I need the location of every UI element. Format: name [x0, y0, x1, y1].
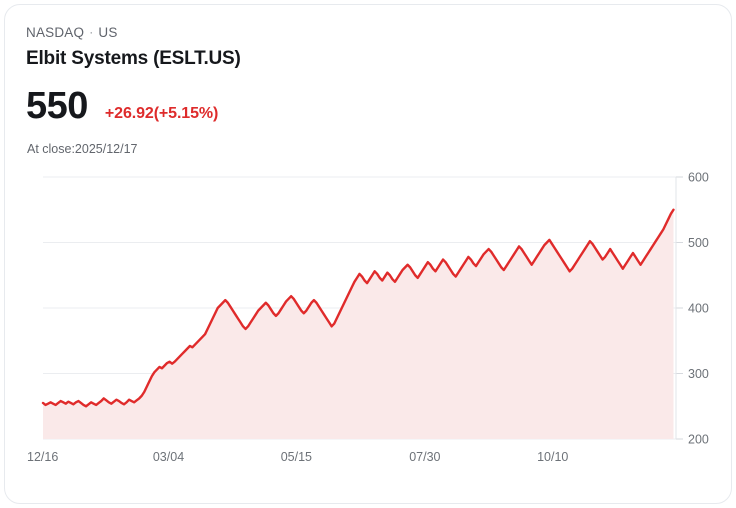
y-axis-label: 600 — [688, 171, 709, 185]
x-axis-label: 05/15 — [281, 450, 312, 464]
company-name: Elbit Systems (ESLT.US) — [26, 48, 241, 69]
x-axis-label: 12/16 — [27, 450, 58, 464]
price-row: 550 +26.92(+5.15%) — [26, 85, 218, 127]
y-axis-label: 200 — [688, 433, 709, 447]
y-axis-label: 500 — [688, 236, 709, 250]
chart-y-axis-labels: 600 500 400 300 200 — [688, 171, 709, 447]
chart-line-series — [41, 208, 675, 408]
region-label: US — [98, 25, 118, 40]
x-axis-label: 10/10 — [537, 450, 568, 464]
stock-quote-card: NASDAQ · US Elbit Systems (ESLT.US) 550 +2… — [4, 4, 732, 504]
price-change: +26.92(+5.15%) — [104, 105, 219, 122]
quote-header: NASDAQ · US Elbit Systems (ESLT.US) — [26, 23, 666, 71]
chart-x-axis-labels: 12/16 03/04 05/15 07/30 10/10 — [27, 450, 568, 464]
x-axis-label: 03/04 — [153, 450, 184, 464]
exchange-row: NASDAQ · US — [26, 23, 666, 42]
chart-area-fill — [43, 209, 674, 439]
exchange-name: NASDAQ — [26, 25, 85, 40]
separator-dot: · — [89, 25, 94, 39]
price-value: 550 — [26, 85, 88, 127]
y-axis-label: 400 — [688, 302, 709, 316]
chart-gridlines — [43, 176, 676, 440]
y-axis-label: 300 — [688, 367, 709, 381]
x-axis-label: 07/30 — [409, 450, 440, 464]
price-chart: 600 500 400 300 200 12/16 03/04 05/15 07/30 10/1… — [5, 5, 731, 503]
market-status: At close:2025/12/17 — [27, 142, 138, 156]
price-chart-svg: 600 500 400 300 200 12/16 03/04 05/15 07/30 10/1… — [27, 171, 709, 465]
chart-y-ticks — [676, 176, 683, 440]
